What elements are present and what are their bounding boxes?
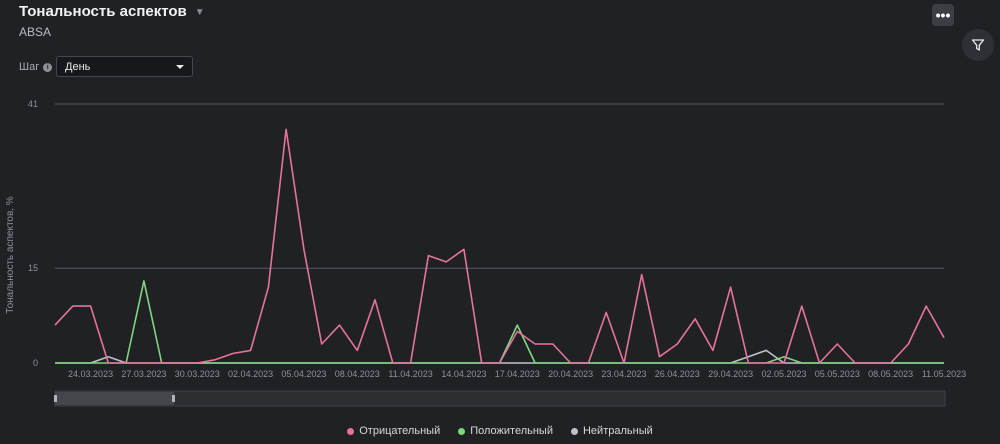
- legend-dot-positive: [458, 427, 466, 435]
- x-tick-label: 23.04.2023: [601, 369, 646, 379]
- series-line-neutral[interactable]: [55, 349, 944, 364]
- step-label: Шаг i: [19, 61, 53, 73]
- y-tick-label: 0: [33, 358, 38, 368]
- series-line-negative[interactable]: [54, 128, 945, 364]
- legend-dot-neutral: [570, 427, 578, 435]
- scrollbar-thumb[interactable]: [55, 392, 174, 405]
- scrollbar-right-handle[interactable]: [172, 395, 175, 402]
- x-tick-label: 05.05.2023: [815, 369, 860, 379]
- x-tick-label: 08.05.2023: [868, 369, 913, 379]
- x-tick-label: 27.03.2023: [121, 369, 166, 379]
- x-tick-label: 14.04.2023: [441, 369, 486, 379]
- series-line-positive[interactable]: [55, 280, 944, 364]
- x-tick-label: 08.04.2023: [335, 369, 380, 379]
- widget-subtitle: ABSA: [19, 25, 52, 39]
- ellipsis-icon: •••: [935, 7, 951, 23]
- legend-item-positive[interactable]: Положительный: [458, 425, 553, 437]
- x-tick-label: 17.04.2023: [495, 369, 540, 379]
- x-tick-label: 30.03.2023: [175, 369, 220, 379]
- step-select-value: День: [65, 60, 91, 73]
- x-tick-label: 20.04.2023: [548, 369, 593, 379]
- widget-header: Тональность аспектов ▼: [19, 3, 205, 20]
- scrollbar-track: [54, 390, 946, 407]
- legend-item-negative[interactable]: Отрицательный: [347, 425, 440, 437]
- legend-label-positive: Положительный: [470, 425, 553, 437]
- scrollbar-left-handle[interactable]: [54, 395, 57, 402]
- more-menu-button[interactable]: •••: [932, 4, 954, 26]
- x-tick-label: 02.04.2023: [228, 369, 273, 379]
- sentiment-line-chart: 0 15 41 24.03.2023 27.03.2023 30.03.2023 02.04…: [5, 99, 966, 407]
- x-tick-label: 11.05.2023: [922, 369, 966, 379]
- chevron-down-icon: [176, 64, 184, 69]
- x-tick-label: 02.05.2023: [761, 369, 806, 379]
- step-select[interactable]: День: [56, 56, 193, 77]
- filter-icon: [971, 39, 985, 51]
- legend-item-neutral[interactable]: Нейтральный: [570, 425, 653, 437]
- x-tick-label: 11.04.2023: [388, 369, 432, 379]
- legend-label-negative: Отрицательный: [359, 425, 441, 437]
- widget-title: Тональность аспектов: [19, 3, 187, 20]
- filter-button[interactable]: [962, 29, 994, 61]
- y-tick-label: 41: [28, 99, 38, 109]
- legend-label-neutral: Нейтральный: [582, 425, 653, 437]
- x-tick-label: 05.04.2023: [281, 369, 326, 379]
- y-tick-label: 15: [28, 263, 38, 273]
- info-icon[interactable]: i: [43, 62, 53, 72]
- x-tick-label: 24.03.2023: [68, 369, 113, 379]
- step-label-text: Шаг: [19, 61, 40, 73]
- title-dropdown-icon[interactable]: ▼: [194, 7, 205, 18]
- chart-legend: Отрицательный Положительный Нейтральный: [0, 425, 1000, 437]
- legend-dot-negative: [347, 427, 355, 435]
- x-tick-label: 26.04.2023: [655, 369, 700, 379]
- x-tick-label: 29.04.2023: [708, 369, 753, 379]
- y-axis-label: Тональность аспектов, %: [5, 196, 16, 314]
- range-scrollbar[interactable]: [54, 390, 946, 407]
